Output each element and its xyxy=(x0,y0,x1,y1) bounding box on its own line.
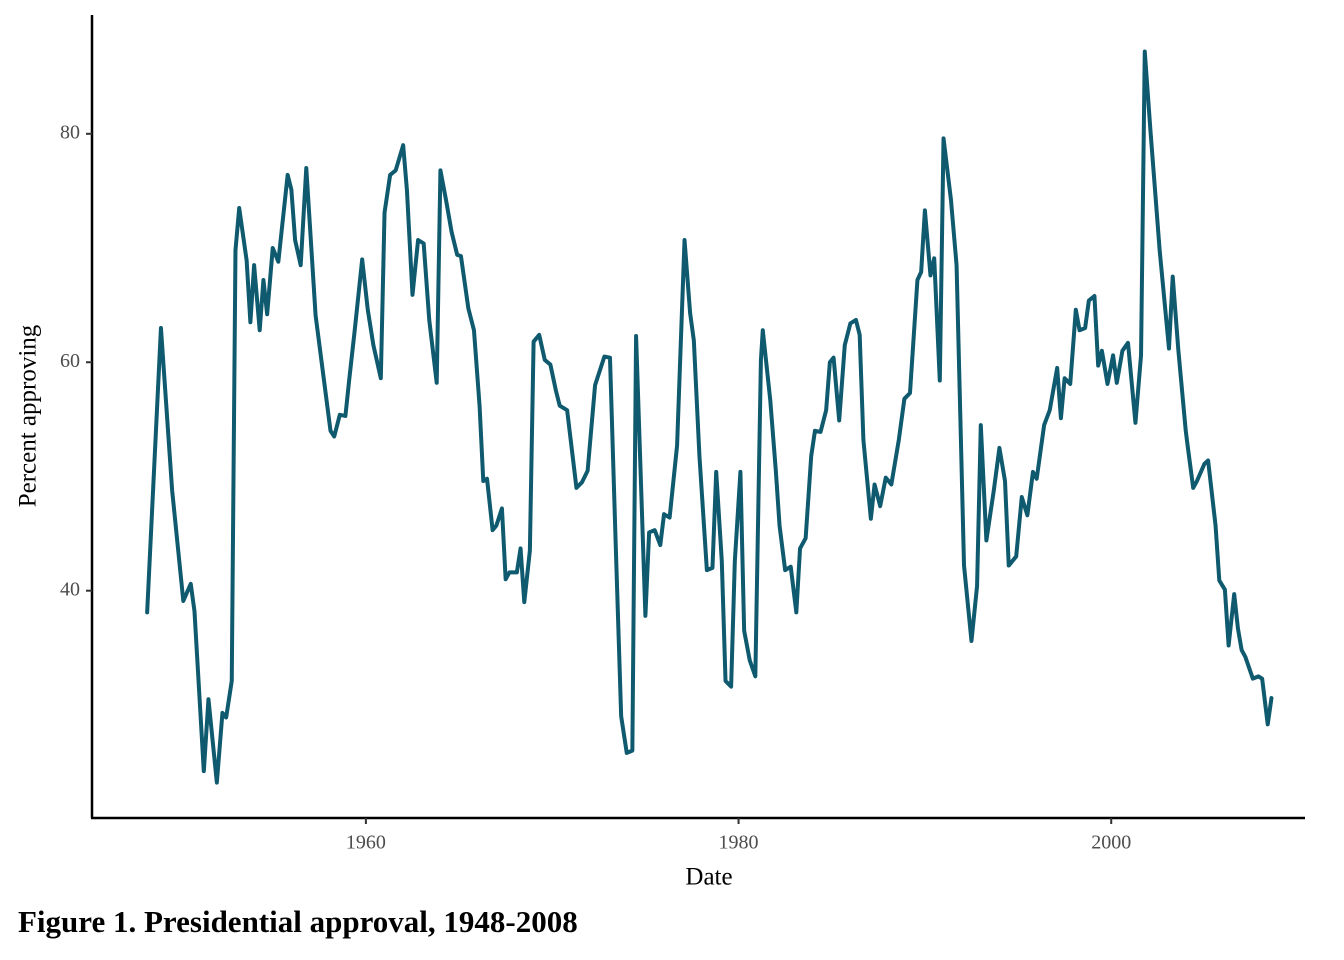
y-axis-title: Percent approving xyxy=(15,324,42,507)
approval-line xyxy=(145,49,1274,785)
y-tick-label: 80 xyxy=(60,121,80,143)
x-tick-label: 2000 xyxy=(1091,832,1131,854)
x-tick-label: 1980 xyxy=(719,832,759,854)
x-tick-label: 1960 xyxy=(346,832,386,854)
caption: Figure 1. Presidential approval, 1948-20… xyxy=(18,904,578,939)
x-axis-title: Date xyxy=(685,864,732,891)
y-tick-label: 60 xyxy=(60,350,80,372)
y-tick-label: 40 xyxy=(60,578,80,600)
